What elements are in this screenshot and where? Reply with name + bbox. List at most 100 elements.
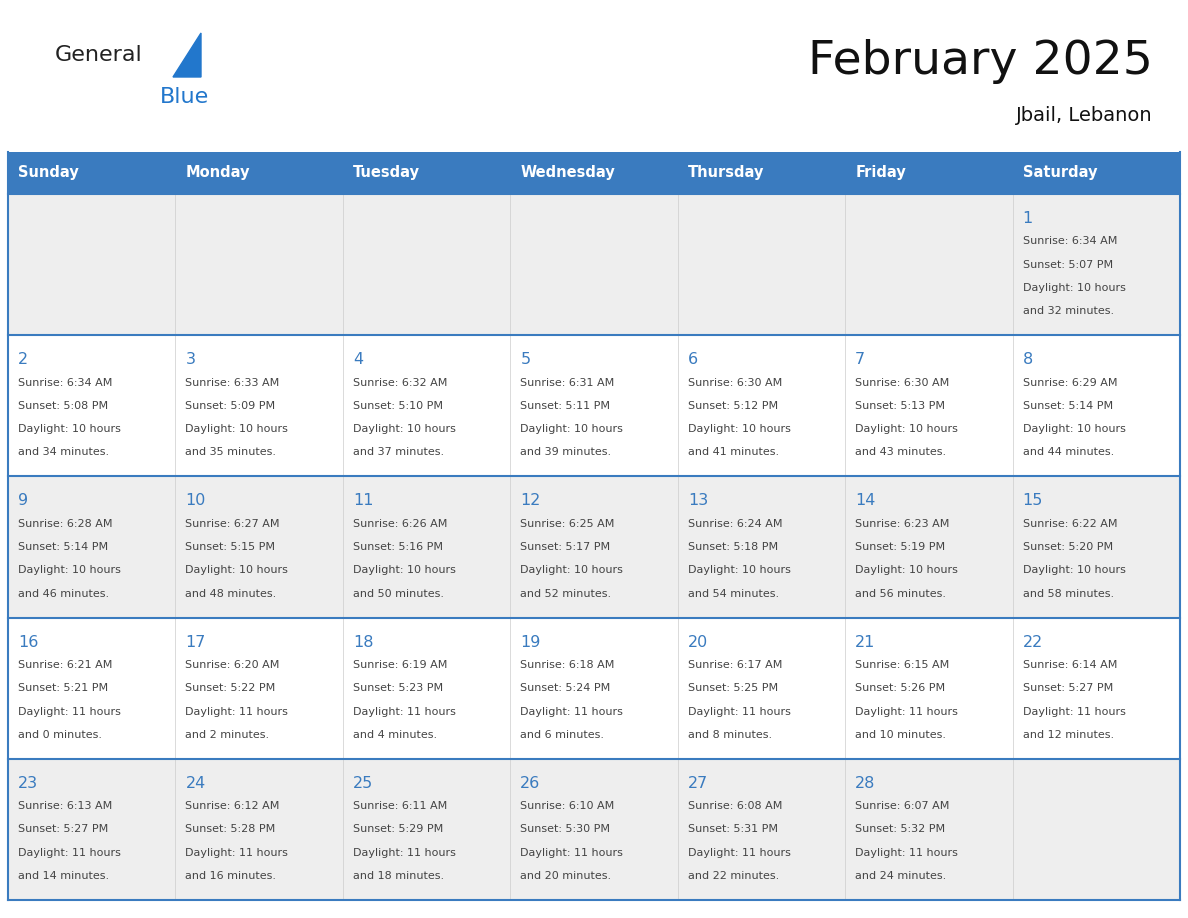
Text: Sunrise: 6:18 AM: Sunrise: 6:18 AM [520,660,614,670]
Text: Sunset: 5:15 PM: Sunset: 5:15 PM [185,542,276,552]
Text: 13: 13 [688,493,708,509]
Text: and 10 minutes.: and 10 minutes. [855,730,946,740]
Text: Daylight: 10 hours: Daylight: 10 hours [185,565,289,576]
Text: 15: 15 [1023,493,1043,509]
Text: Daylight: 11 hours: Daylight: 11 hours [688,707,791,717]
Text: Sunrise: 6:34 AM: Sunrise: 6:34 AM [1023,236,1117,246]
Text: Daylight: 11 hours: Daylight: 11 hours [353,847,456,857]
Text: Sunset: 5:27 PM: Sunset: 5:27 PM [1023,683,1113,693]
Text: 23: 23 [18,776,38,790]
Text: and 24 minutes.: and 24 minutes. [855,871,947,881]
Text: and 34 minutes.: and 34 minutes. [18,447,109,457]
Text: Sunset: 5:22 PM: Sunset: 5:22 PM [185,683,276,693]
Text: Sunrise: 6:07 AM: Sunrise: 6:07 AM [855,801,949,812]
Text: Sunset: 5:25 PM: Sunset: 5:25 PM [688,683,778,693]
Text: and 43 minutes.: and 43 minutes. [855,447,947,457]
Text: Sunset: 5:20 PM: Sunset: 5:20 PM [1023,542,1113,552]
Text: and 37 minutes.: and 37 minutes. [353,447,444,457]
Text: and 14 minutes.: and 14 minutes. [18,871,109,881]
Bar [8,194,1180,335]
Text: Sunrise: 6:30 AM: Sunrise: 6:30 AM [855,377,949,387]
Text: 11: 11 [353,493,373,509]
Text: Sunset: 5:08 PM: Sunset: 5:08 PM [18,401,108,411]
Text: Daylight: 11 hours: Daylight: 11 hours [688,847,791,857]
Text: Sunset: 5:23 PM: Sunset: 5:23 PM [353,683,443,693]
Text: Daylight: 11 hours: Daylight: 11 hours [185,707,289,717]
Text: Daylight: 11 hours: Daylight: 11 hours [520,707,624,717]
Text: Daylight: 11 hours: Daylight: 11 hours [353,707,456,717]
Bar [845,152,1012,194]
Polygon shape [173,33,201,77]
Text: 9: 9 [18,493,29,509]
Text: and 18 minutes.: and 18 minutes. [353,871,444,881]
Text: Sunset: 5:31 PM: Sunset: 5:31 PM [688,824,778,834]
Text: and 54 minutes.: and 54 minutes. [688,588,779,599]
Text: Daylight: 10 hours: Daylight: 10 hours [1023,424,1125,434]
Text: Daylight: 10 hours: Daylight: 10 hours [520,424,624,434]
Text: and 52 minutes.: and 52 minutes. [520,588,612,599]
Text: Blue: Blue [160,87,209,107]
Text: Sunset: 5:13 PM: Sunset: 5:13 PM [855,401,946,411]
Text: and 50 minutes.: and 50 minutes. [353,588,444,599]
Text: 26: 26 [520,776,541,790]
Text: Sunset: 5:24 PM: Sunset: 5:24 PM [520,683,611,693]
Bar [8,618,1180,759]
Text: Sunset: 5:18 PM: Sunset: 5:18 PM [688,542,778,552]
Text: Sunrise: 6:32 AM: Sunrise: 6:32 AM [353,377,447,387]
Text: and 22 minutes.: and 22 minutes. [688,871,779,881]
Text: 19: 19 [520,634,541,650]
Text: and 2 minutes.: and 2 minutes. [185,730,270,740]
Text: Daylight: 11 hours: Daylight: 11 hours [520,847,624,857]
Text: Daylight: 10 hours: Daylight: 10 hours [688,565,791,576]
Text: and 39 minutes.: and 39 minutes. [520,447,612,457]
Text: Friday: Friday [855,165,906,181]
Text: Daylight: 10 hours: Daylight: 10 hours [353,424,456,434]
Text: General: General [55,45,143,65]
Text: 6: 6 [688,353,697,367]
Text: and 20 minutes.: and 20 minutes. [520,871,612,881]
Text: Sunset: 5:17 PM: Sunset: 5:17 PM [520,542,611,552]
Text: Sunset: 5:11 PM: Sunset: 5:11 PM [520,401,611,411]
Text: Sunset: 5:21 PM: Sunset: 5:21 PM [18,683,108,693]
Text: Daylight: 10 hours: Daylight: 10 hours [185,424,289,434]
Text: and 41 minutes.: and 41 minutes. [688,447,779,457]
Text: 25: 25 [353,776,373,790]
Bar [677,152,845,194]
Text: 12: 12 [520,493,541,509]
Text: Sunset: 5:10 PM: Sunset: 5:10 PM [353,401,443,411]
Text: Sunrise: 6:25 AM: Sunrise: 6:25 AM [520,519,614,529]
Text: and 32 minutes.: and 32 minutes. [1023,307,1113,317]
Text: Daylight: 11 hours: Daylight: 11 hours [18,707,121,717]
Text: 14: 14 [855,493,876,509]
Text: Sunrise: 6:22 AM: Sunrise: 6:22 AM [1023,519,1117,529]
Bar [8,335,1180,476]
Text: Sunset: 5:28 PM: Sunset: 5:28 PM [185,824,276,834]
Text: Sunset: 5:30 PM: Sunset: 5:30 PM [520,824,611,834]
Text: Sunrise: 6:13 AM: Sunrise: 6:13 AM [18,801,113,812]
Text: Sunrise: 6:28 AM: Sunrise: 6:28 AM [18,519,113,529]
Text: Wednesday: Wednesday [520,165,615,181]
Text: and 6 minutes.: and 6 minutes. [520,730,605,740]
Text: Daylight: 10 hours: Daylight: 10 hours [855,565,958,576]
Text: 20: 20 [688,634,708,650]
Text: Sunset: 5:09 PM: Sunset: 5:09 PM [185,401,276,411]
Text: Sunrise: 6:08 AM: Sunrise: 6:08 AM [688,801,782,812]
Text: Sunrise: 6:14 AM: Sunrise: 6:14 AM [1023,660,1117,670]
Text: 24: 24 [185,776,206,790]
Text: Sunrise: 6:31 AM: Sunrise: 6:31 AM [520,377,614,387]
Text: Daylight: 10 hours: Daylight: 10 hours [18,565,121,576]
Text: Daylight: 10 hours: Daylight: 10 hours [688,424,791,434]
Text: Sunrise: 6:27 AM: Sunrise: 6:27 AM [185,519,280,529]
Text: Sunrise: 6:34 AM: Sunrise: 6:34 AM [18,377,113,387]
Text: and 44 minutes.: and 44 minutes. [1023,447,1114,457]
Text: Daylight: 11 hours: Daylight: 11 hours [185,847,289,857]
Text: 8: 8 [1023,353,1032,367]
Text: 5: 5 [520,353,531,367]
Text: Daylight: 10 hours: Daylight: 10 hours [1023,283,1125,293]
Text: February 2025: February 2025 [808,39,1154,84]
Text: 7: 7 [855,353,865,367]
Text: Daylight: 10 hours: Daylight: 10 hours [353,565,456,576]
Text: Tuesday: Tuesday [353,165,419,181]
Text: 22: 22 [1023,634,1043,650]
Text: and 46 minutes.: and 46 minutes. [18,588,109,599]
